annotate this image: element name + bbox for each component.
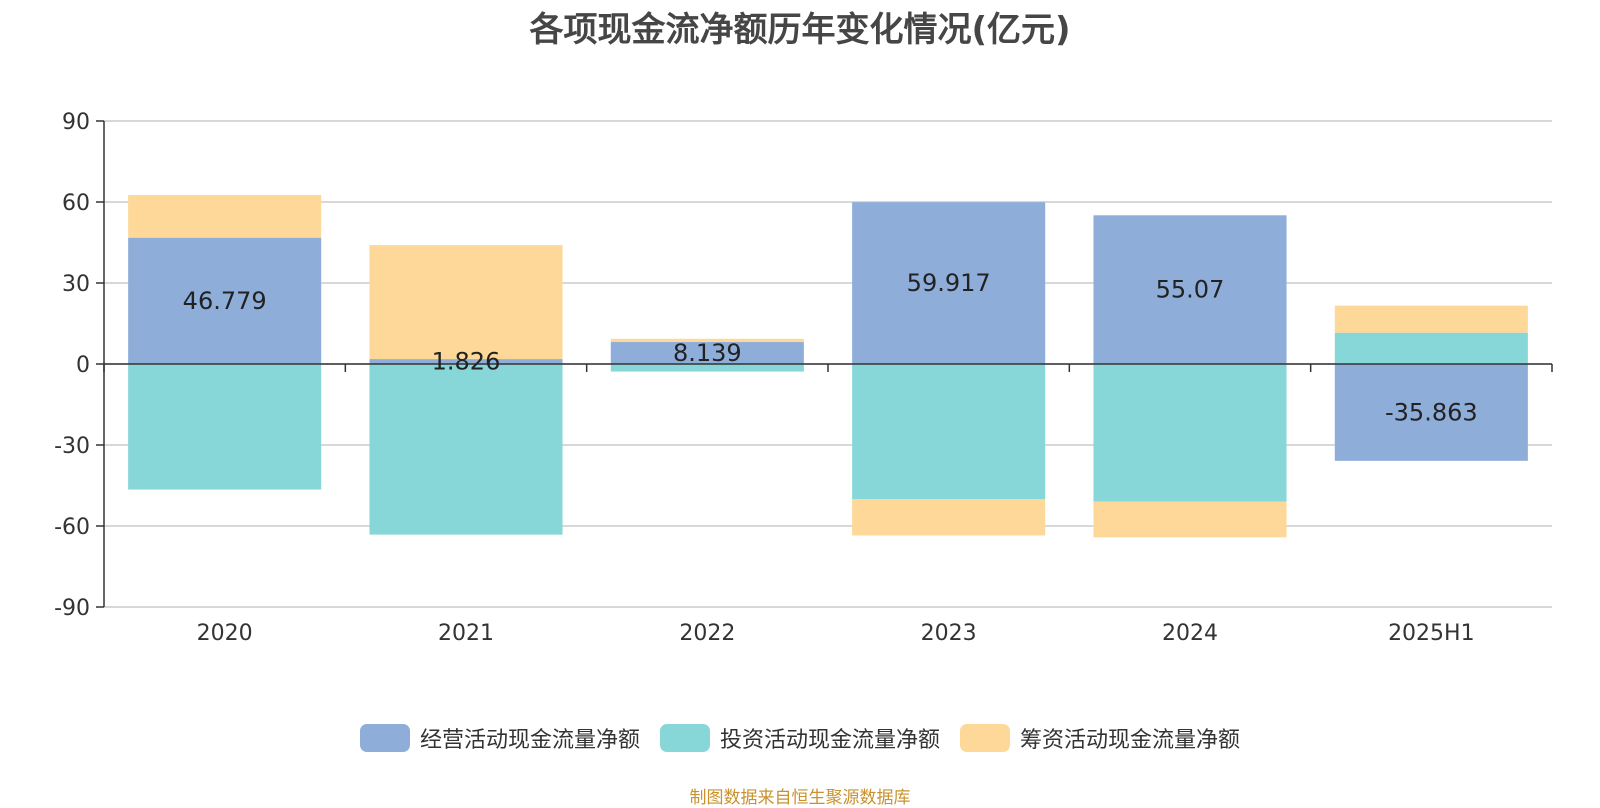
bar-0-2025H1	[1334, 364, 1528, 461]
bar-2-2022	[610, 338, 804, 343]
ytick-label-30: 30	[62, 272, 90, 297]
legend-item-investing[interactable]: 投资活动现金流量净额	[659, 722, 940, 754]
bar-2-2024	[1093, 501, 1287, 538]
data-label-2024: 55.07	[1156, 276, 1225, 304]
bars-group	[128, 195, 1528, 538]
legend-label-investing: 投资活动现金流量净额	[719, 728, 940, 753]
ytick-label-0: 0	[76, 353, 90, 378]
bar-1-2023	[852, 364, 1046, 499]
legend-swatch-investing	[659, 724, 710, 752]
ytick-label-90: 90	[62, 110, 90, 135]
bar-2-2020	[128, 195, 322, 238]
bar-2-2025H1	[1334, 305, 1528, 333]
bar-1-2025H1	[1334, 332, 1528, 364]
legend-item-financing[interactable]: 筹资活动现金流量净额	[960, 722, 1240, 754]
bar-1-2021	[369, 364, 563, 535]
data-source-note: 制图数据来自恒生聚源数据库	[689, 788, 911, 808]
xtick-label-2022: 2022	[679, 621, 735, 646]
legend-swatch-operating	[359, 724, 410, 752]
xtick-label-2025H1: 2025H1	[1388, 621, 1475, 646]
bar-1-2024	[1093, 364, 1287, 502]
xtick-label-2023: 2023	[921, 621, 977, 646]
data-label-2022: 8.139	[673, 339, 742, 367]
ytick-label--30: -30	[54, 434, 90, 459]
bar-0-2021	[369, 359, 563, 364]
legend-item-operating[interactable]: 经营活动现金流量净额	[359, 722, 640, 754]
bar-0-2024	[1093, 215, 1287, 364]
xtick-label-2024: 2024	[1162, 621, 1218, 646]
xtick-label-2021: 2021	[438, 621, 494, 646]
data-labels-group: 46.779 1.826 8.139 59.917 55.07 -35.863	[183, 269, 1478, 426]
bar-2-2023	[852, 499, 1046, 536]
data-label-2023: 59.917	[907, 269, 991, 297]
data-label-2021: 1.826	[432, 348, 501, 376]
bar-2-2021	[369, 245, 563, 360]
xtick-label-2020: 2020	[197, 621, 253, 646]
legend-label-operating: 经营活动现金流量净额	[419, 728, 640, 753]
ytick-label--60: -60	[54, 515, 90, 540]
legend-swatch-financing	[960, 724, 1010, 752]
legend-label-financing: 筹资活动现金流量净额	[1020, 728, 1241, 753]
legend: 经营活动现金流量净额 投资活动现金流量净额 筹资活动现金流量净额	[0, 722, 1600, 754]
axes-group: 90 60 30 0 -30 -60 -90 2020 2021 2022 2023 2024 2025…	[54, 110, 1553, 646]
bar-0-2020	[128, 237, 322, 364]
bar-0-2022	[610, 342, 804, 364]
data-label-2020: 46.779	[183, 287, 267, 315]
bar-1-2020	[128, 364, 322, 490]
bar-0-2023	[852, 202, 1046, 364]
data-label-2025H1: -35.863	[1385, 398, 1478, 426]
ytick-label-60: 60	[62, 191, 90, 216]
bar-1-2022	[610, 364, 804, 372]
ytick-label--90: -90	[54, 596, 90, 621]
chart-title: 各项现金流净额历年变化情况(亿元)	[529, 10, 1071, 50]
